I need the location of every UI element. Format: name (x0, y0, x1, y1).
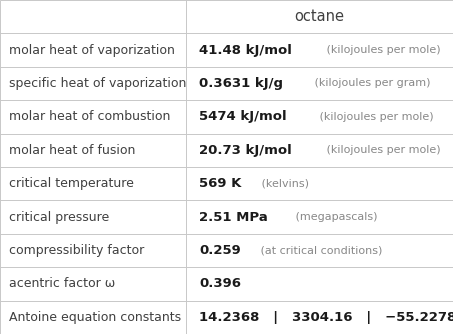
Text: 0.396: 0.396 (199, 278, 241, 290)
Text: 14.2368   |   3304.16   |   −55.2278: 14.2368 | 3304.16 | −55.2278 (199, 311, 453, 324)
Text: (kelvins): (kelvins) (258, 179, 308, 189)
Text: 569 K: 569 K (199, 177, 242, 190)
Text: (megapascals): (megapascals) (292, 212, 377, 222)
Text: 41.48 kJ/mol: 41.48 kJ/mol (199, 44, 292, 56)
Text: specific heat of vaporization: specific heat of vaporization (9, 77, 187, 90)
Text: molar heat of fusion: molar heat of fusion (9, 144, 135, 157)
Text: (at critical conditions): (at critical conditions) (257, 245, 382, 256)
Text: (kilojoules per mole): (kilojoules per mole) (316, 112, 434, 122)
Text: compressibility factor: compressibility factor (9, 244, 145, 257)
Text: octane: octane (294, 9, 344, 24)
Text: critical pressure: critical pressure (9, 211, 109, 223)
Text: Antoine equation constants: Antoine equation constants (9, 311, 181, 324)
Text: molar heat of combustion: molar heat of combustion (9, 111, 170, 123)
Text: acentric factor ω: acentric factor ω (9, 278, 116, 290)
Text: 2.51 MPa: 2.51 MPa (199, 211, 268, 223)
Text: critical temperature: critical temperature (9, 177, 134, 190)
Text: 20.73 kJ/mol: 20.73 kJ/mol (199, 144, 292, 157)
Text: (kilojoules per mole): (kilojoules per mole) (323, 145, 440, 155)
Text: molar heat of vaporization: molar heat of vaporization (9, 44, 175, 56)
Text: (kilojoules per gram): (kilojoules per gram) (311, 78, 431, 89)
Text: 0.3631 kJ/g: 0.3631 kJ/g (199, 77, 283, 90)
Text: 5474 kJ/mol: 5474 kJ/mol (199, 111, 287, 123)
Text: 0.259: 0.259 (199, 244, 241, 257)
Text: (kilojoules per mole): (kilojoules per mole) (323, 45, 440, 55)
